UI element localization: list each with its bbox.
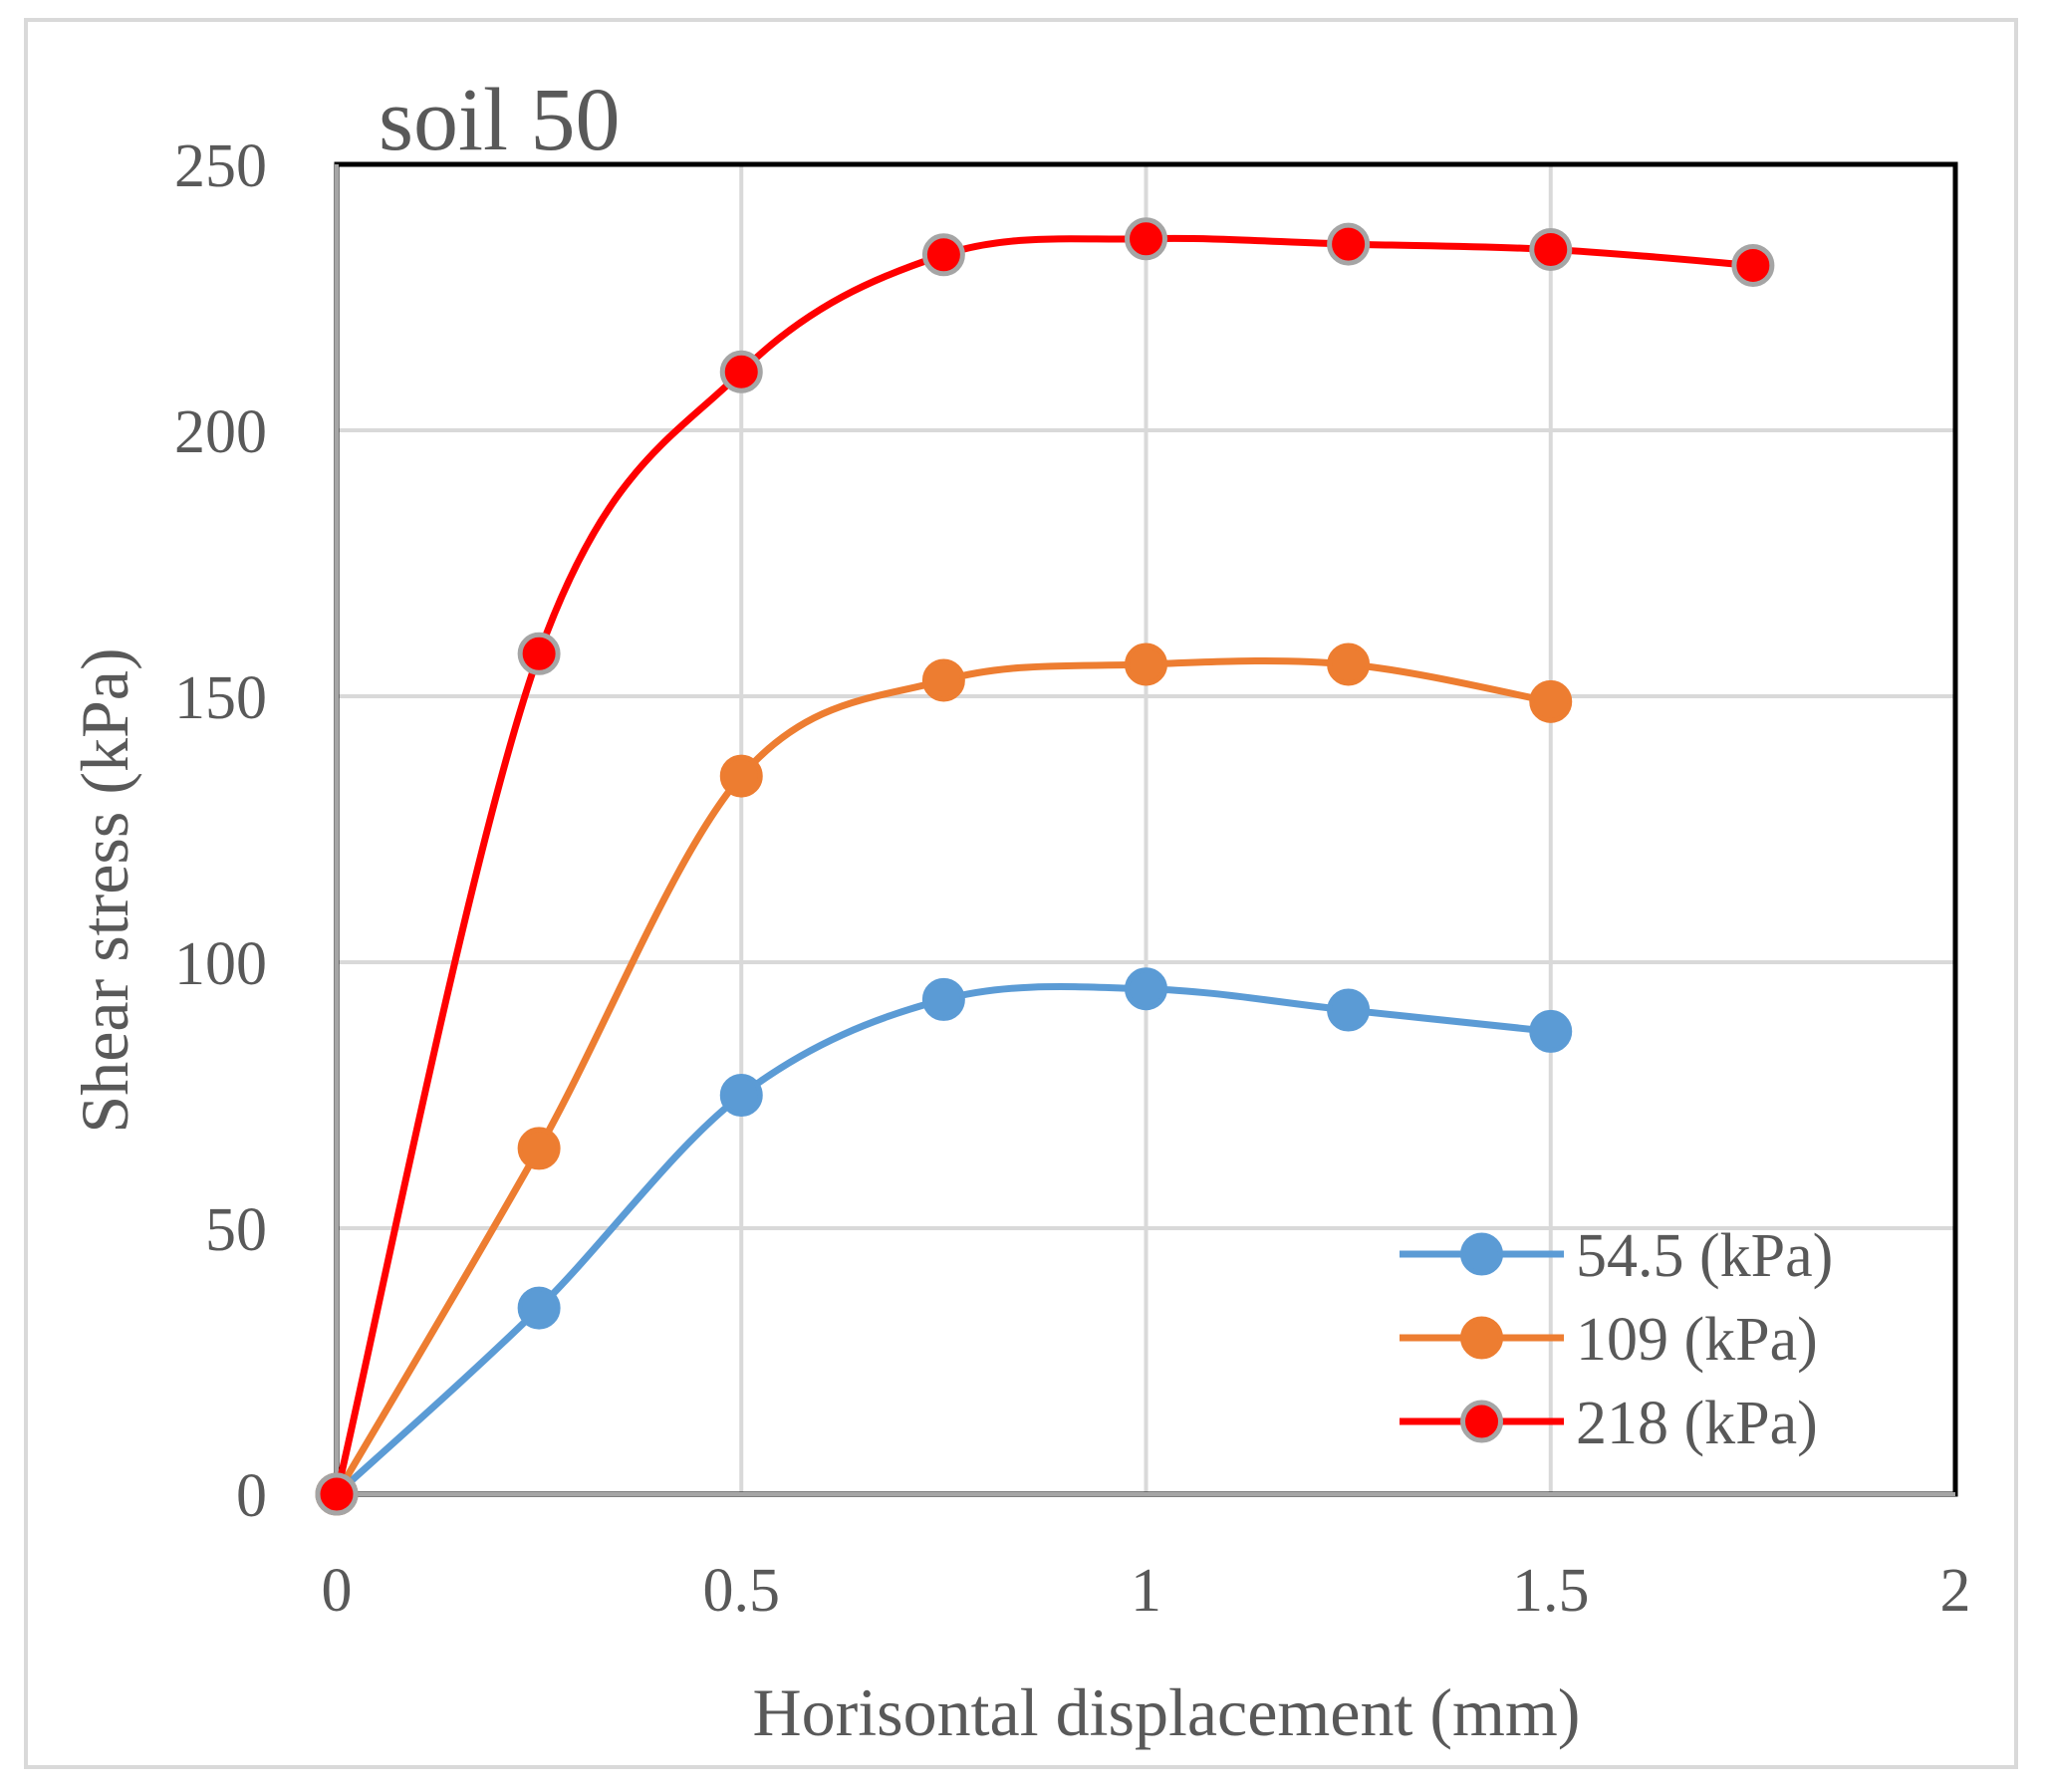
series-line-0 [333,983,1555,1498]
data-point-series-2 [1529,227,1573,271]
legend-marker-1 [1460,1316,1503,1360]
data-point-series-1 [1327,642,1371,686]
data-point-series-1 [921,658,965,702]
x-axis-label: Horisontal displacement (mm) [753,1674,1581,1750]
data-point-series-2 [315,1472,359,1516]
data-point-series-1 [719,754,763,798]
legend-label-0: 54.5 (kPa) [1576,1222,1833,1290]
gridlines [337,162,1957,1494]
y-tick-labels: 0 50 100 150 200 250 [174,132,267,1530]
y-axis-label: Shear stress (kPa) [67,647,142,1133]
y-tick-label: 50 [205,1196,267,1264]
legend-marker-2 [1460,1400,1503,1443]
data-point-series-2 [517,632,561,675]
data-point-series-0 [517,1286,561,1330]
data-point-series-2 [1731,243,1775,287]
y-tick-label: 150 [174,664,267,732]
series-line-1 [333,656,1555,1498]
chart-title: soil 50 [379,71,621,169]
x-tick-label: 1.5 [1512,1557,1590,1625]
data-point-series-2 [719,350,763,393]
data-point-series-0 [921,977,965,1021]
series-markers [315,217,1775,1516]
y-tick-label: 250 [174,132,267,200]
data-point-series-2 [1327,222,1371,266]
x-tick-label: 2 [1940,1557,1971,1625]
x-tick-label: 0.5 [703,1557,781,1625]
y-tick-label: 0 [236,1462,267,1530]
data-point-series-0 [1327,988,1371,1032]
x-tick-label: 1 [1131,1557,1161,1625]
y-tick-label: 200 [174,398,267,466]
data-point-series-1 [517,1127,561,1170]
data-point-series-0 [1529,1009,1573,1053]
data-point-series-0 [1125,967,1167,1011]
data-point-series-2 [921,233,965,277]
x-tick-labels: 0 0.5 1 1.5 2 [322,1557,1971,1625]
data-point-series-2 [1125,217,1167,261]
data-point-series-1 [1529,679,1573,723]
data-point-series-1 [1125,642,1167,686]
x-tick-label: 0 [322,1557,353,1625]
y-tick-label: 100 [174,930,267,998]
legend: 54.5 (kPa) 109 (kPa) 218 (kPa) [1400,1222,1833,1457]
data-point-series-0 [719,1074,763,1117]
legend-label-1: 109 (kPa) [1576,1306,1818,1374]
legend-label-2: 218 (kPa) [1576,1390,1818,1457]
legend-marker-0 [1460,1232,1503,1276]
